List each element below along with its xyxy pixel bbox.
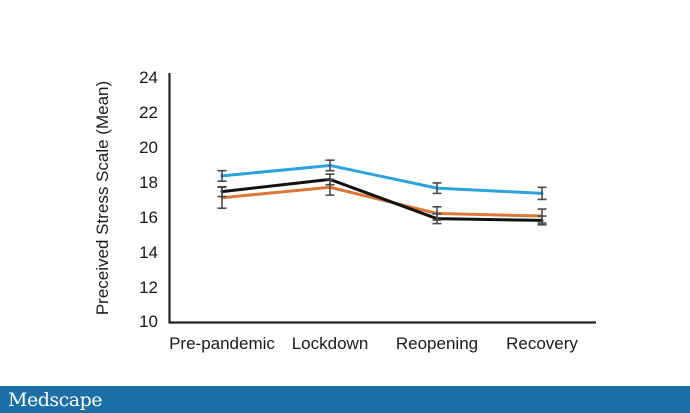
y-tick-label: 10 (139, 312, 158, 331)
y-tick-label: 18 (139, 173, 158, 192)
x-tick-label-recovery: Recovery (506, 334, 578, 353)
y-tick-label: 12 (139, 278, 158, 297)
series-black-errorbar-0 (217, 185, 227, 198)
y-tick-label: 22 (139, 103, 158, 122)
series-blue-errorbar-0 (217, 169, 227, 182)
x-tick-label-pre-pandemic: Pre-pandemic (169, 334, 275, 353)
series-blue-errorbar-2 (432, 182, 442, 195)
axes (168, 73, 596, 324)
series-black-errorbar-3 (537, 215, 547, 226)
series-blue-errorbar-3 (537, 186, 547, 201)
series-black-errorbar-1 (325, 173, 335, 186)
series-blue-line (220, 163, 544, 195)
y-tick-label: 20 (139, 138, 158, 157)
medscape-logo: Medscape (8, 388, 103, 411)
series-blue-errorbar-1 (325, 159, 335, 172)
y-tick-label: 14 (139, 243, 158, 262)
medscape-footer-bar: Medscape (0, 386, 690, 413)
series-black-line (220, 177, 544, 222)
x-tick-label-lockdown: Lockdown (291, 334, 369, 353)
y-tick-label: 16 (139, 208, 158, 227)
x-tick-label-reopening: Reopening (395, 334, 479, 353)
y-tick-label: 24 (139, 68, 158, 87)
series-black-errorbar-2 (432, 212, 442, 225)
